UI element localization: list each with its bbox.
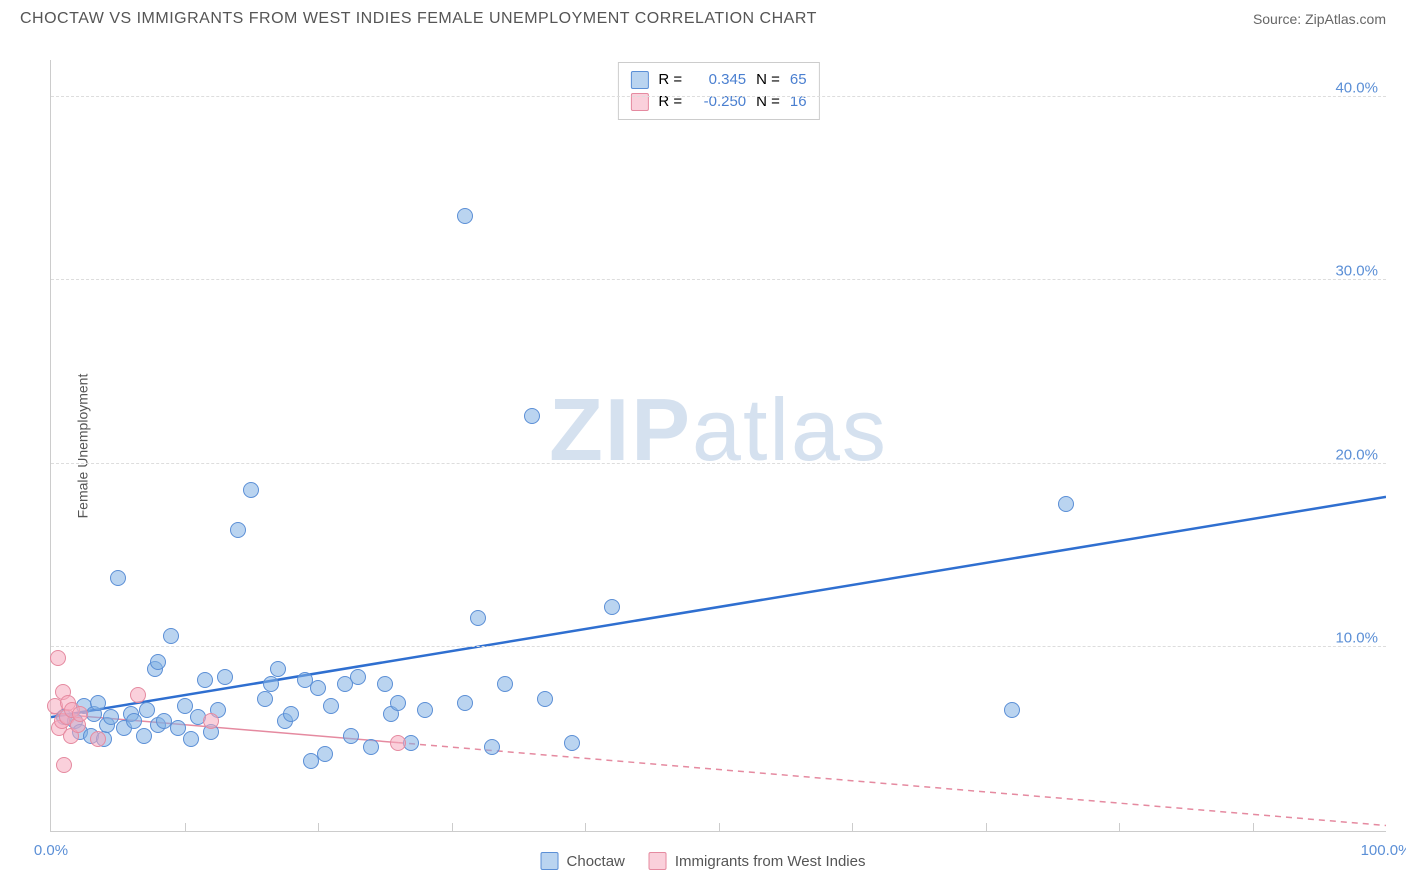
data-point: [390, 735, 406, 751]
y-tick-label: 40.0%: [1335, 79, 1378, 96]
data-point: [72, 706, 88, 722]
x-tick: [1253, 823, 1254, 831]
data-point: [524, 408, 540, 424]
chart-title: CHOCTAW VS IMMIGRANTS FROM WEST INDIES F…: [20, 10, 817, 28]
x-tick: [719, 823, 720, 831]
data-point: [163, 628, 179, 644]
data-point: [203, 713, 219, 729]
gridline: [51, 279, 1386, 280]
data-point: [310, 680, 326, 696]
x-tick: [852, 823, 853, 831]
data-point: [136, 728, 152, 744]
gridline: [51, 463, 1386, 464]
gridline: [51, 96, 1386, 97]
data-point: [537, 691, 553, 707]
data-point: [564, 735, 580, 751]
data-point: [457, 695, 473, 711]
x-tick-label: 0.0%: [34, 842, 68, 859]
y-tick-label: 20.0%: [1335, 446, 1378, 463]
legend-row-westindies: R = -0.250 N = 16: [630, 91, 806, 113]
data-point: [90, 731, 106, 747]
data-point: [604, 599, 620, 615]
data-point: [130, 687, 146, 703]
legend-row-choctaw: R = 0.345 N = 65: [630, 69, 806, 91]
data-point: [457, 208, 473, 224]
data-point: [110, 570, 126, 586]
y-tick-label: 10.0%: [1335, 630, 1378, 647]
data-point: [1058, 496, 1074, 512]
data-point: [363, 739, 379, 755]
data-point: [497, 676, 513, 692]
data-point: [317, 746, 333, 762]
data-point: [484, 739, 500, 755]
data-point: [377, 676, 393, 692]
data-point: [417, 702, 433, 718]
correlation-legend: R = 0.345 N = 65 R = -0.250 N = 16: [617, 62, 819, 120]
data-point: [257, 691, 273, 707]
legend-item-westindies: Immigrants from West Indies: [649, 852, 866, 870]
y-tick-label: 30.0%: [1335, 263, 1378, 280]
trend-lines: [51, 60, 1386, 831]
n-value-choctaw: 65: [790, 69, 807, 91]
data-point: [177, 698, 193, 714]
data-point: [103, 709, 119, 725]
data-point: [56, 757, 72, 773]
data-point: [50, 650, 66, 666]
x-tick: [585, 823, 586, 831]
source-label: Source: ZipAtlas.com: [1253, 11, 1386, 27]
r-value-choctaw: 0.345: [692, 69, 746, 91]
watermark: ZIPatlas: [549, 379, 888, 481]
r-value-westindies: -0.250: [692, 91, 746, 113]
data-point: [390, 695, 406, 711]
data-point: [150, 654, 166, 670]
x-tick: [1119, 823, 1120, 831]
gridline: [51, 646, 1386, 647]
x-tick-label: 100.0%: [1361, 842, 1406, 859]
data-point: [217, 669, 233, 685]
data-point: [243, 482, 259, 498]
swatch-icon: [541, 852, 559, 870]
data-point: [126, 713, 142, 729]
swatch-icon: [649, 852, 667, 870]
data-point: [470, 610, 486, 626]
chart-header: CHOCTAW VS IMMIGRANTS FROM WEST INDIES F…: [0, 0, 1406, 36]
scatter-chart: ZIPatlas R = 0.345 N = 65 R = -0.250 N =…: [50, 60, 1386, 832]
data-point: [139, 702, 155, 718]
data-point: [350, 669, 366, 685]
data-point: [170, 720, 186, 736]
data-point: [283, 706, 299, 722]
data-point: [183, 731, 199, 747]
n-value-westindies: 16: [790, 91, 807, 113]
data-point: [343, 728, 359, 744]
data-point: [90, 695, 106, 711]
data-point: [270, 661, 286, 677]
data-point: [323, 698, 339, 714]
x-tick: [318, 823, 319, 831]
x-tick: [986, 823, 987, 831]
data-point: [230, 522, 246, 538]
x-tick: [452, 823, 453, 831]
series-legend: Choctaw Immigrants from West Indies: [541, 852, 866, 870]
data-point: [197, 672, 213, 688]
data-point: [263, 676, 279, 692]
x-tick: [185, 823, 186, 831]
data-point: [1004, 702, 1020, 718]
legend-item-choctaw: Choctaw: [541, 852, 625, 870]
swatch-choctaw: [630, 71, 648, 89]
